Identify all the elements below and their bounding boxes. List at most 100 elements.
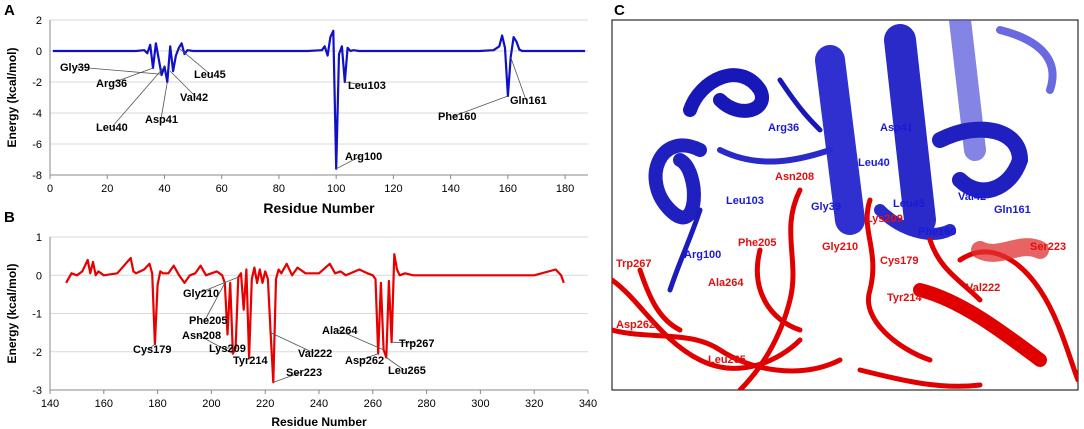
x-tick-label: 40 <box>158 183 170 195</box>
annotation-arrow <box>198 276 239 294</box>
annotation-arrow <box>160 81 168 120</box>
chart-a: 20-2-4-6-80 20 40 60 80 100 120 140 160 180Residu… <box>5 15 588 216</box>
annotation-arrow <box>204 282 226 321</box>
annotation-arrow <box>197 334 234 355</box>
x-tick-label: 140 <box>41 398 59 410</box>
x-tick-label: 0 <box>47 183 53 195</box>
x-tick-label: 120 <box>384 183 402 195</box>
x-tick-label: 100 <box>327 183 345 195</box>
residue-label: Arg100 <box>684 249 721 261</box>
annotation-label: Lys209 <box>209 343 246 355</box>
annotation-arrow <box>510 57 527 101</box>
y-tick-label: -6 <box>32 139 42 151</box>
annotation-label: Tyr214 <box>233 355 269 367</box>
annotation-label: Asp41 <box>145 114 178 126</box>
annotation-label: Gln161 <box>510 95 547 107</box>
annotation-label: Asp262 <box>345 355 384 367</box>
annotation-arrow <box>178 47 211 75</box>
energy-series-line <box>52 29 586 170</box>
annotation-label: Arg100 <box>345 151 382 163</box>
residue-label: Val42 <box>958 191 986 203</box>
annotation-label: Val222 <box>298 348 332 360</box>
red-residue-labels: Lys209 Gly210 Phe205 Ser223 Cys179 Trp267 Ala2… <box>616 213 1066 366</box>
x-tick-label: 320 <box>525 398 543 410</box>
annotation-label: Arg36 <box>96 78 127 90</box>
residue-label: Leu265 <box>708 354 746 366</box>
annotation-label: Ser223 <box>286 367 322 379</box>
x-tick-label: 280 <box>417 398 435 410</box>
residue-label: Arg36 <box>768 122 799 134</box>
x-tick-label: 180 <box>556 183 574 195</box>
x-tick-label: 200 <box>202 398 220 410</box>
y-tick-label: -1 <box>32 309 42 321</box>
annotation-label: Leu265 <box>388 365 426 377</box>
annotation-arrow <box>75 66 162 75</box>
annotation-label: Phe160 <box>438 111 477 123</box>
annotation-arrow <box>386 357 405 371</box>
residue-label: Leu45 <box>893 198 925 210</box>
residue-label: Cys179 <box>880 255 919 267</box>
residue-label: Ala264 <box>708 277 744 289</box>
x-tick-label: 160 <box>499 183 517 195</box>
residue-label: Trp267 <box>616 258 651 270</box>
annotation-arrow <box>111 66 165 128</box>
residue-label: Gly210 <box>822 241 858 253</box>
residue-label: Val222 <box>966 282 1000 294</box>
blue-residue-labels: Arg36 Asp41 Leu40 Asn208 Gly39 Leu45 Val42 Gln1… <box>684 122 1031 261</box>
annotation-label: Gly39 <box>60 62 90 74</box>
annotation-arrow <box>335 155 362 170</box>
panel-letter-a: A <box>4 2 15 19</box>
annotation-arrow <box>337 329 384 351</box>
x-tick-label: 180 <box>148 398 166 410</box>
residue-label: Phe160 <box>918 226 957 238</box>
residue-label: Leu40 <box>858 157 890 169</box>
x-tick-label: 60 <box>216 183 228 195</box>
residue-label: Asp41 <box>880 122 913 134</box>
residue-label: Tyr214 <box>887 292 923 304</box>
x-tick-label: 160 <box>95 398 113 410</box>
y-tick-label: -8 <box>32 170 42 182</box>
y-tick-label: -2 <box>32 77 42 89</box>
y-axis-title: Energy (kcal/mol) <box>5 263 19 363</box>
residue-label: Leu103 <box>726 195 764 207</box>
x-tick-label: 260 <box>364 398 382 410</box>
y-tick-label: -4 <box>32 108 42 120</box>
annotation-label: Gly210 <box>183 288 219 300</box>
annotation-label: Cys179 <box>133 344 172 356</box>
annotation-label: Ala264 <box>322 325 358 337</box>
annotation-label: Leu45 <box>194 69 226 81</box>
annotation-arrow <box>360 353 379 361</box>
annotation-arrow <box>273 371 303 383</box>
annotation-label: Val42 <box>180 92 208 104</box>
residue-label: Asp262 <box>616 319 655 331</box>
x-axis-title: Residue Number <box>271 415 367 429</box>
panel-letter-c: C <box>614 2 625 19</box>
blue-protein-ribbon <box>648 20 1057 293</box>
residue-label: Asn208 <box>775 171 814 183</box>
red-protein-ribbon <box>612 187 1078 390</box>
x-tick-label: 220 <box>256 398 274 410</box>
protein-structure-panel: Arg36 Asp41 Leu40 Asn208 Gly39 Leu45 Val42 Gln1… <box>611 19 1079 391</box>
x-tick-label: 300 <box>471 398 489 410</box>
y-tick-label: 2 <box>36 15 42 27</box>
y-tick-label: 0 <box>36 46 42 58</box>
annotation-label: Phe205 <box>189 315 228 327</box>
y-tick-label: 1 <box>36 232 42 244</box>
annotation-arrow <box>453 95 509 117</box>
annotation-arrow <box>344 81 365 86</box>
x-axis-title: Residue Number <box>263 200 375 216</box>
annotation-label: Leu103 <box>348 80 386 92</box>
x-tick-label: 20 <box>101 183 113 195</box>
y-tick-label: 0 <box>36 270 42 282</box>
y-axis-title: Energy (kcal/mol) <box>5 47 19 147</box>
residue-label: Gln161 <box>994 204 1031 216</box>
annotation-label: Trp267 <box>399 338 434 350</box>
x-tick-label: 140 <box>441 183 459 195</box>
annotation-arrow <box>111 67 154 84</box>
annotation-arrow <box>391 341 416 344</box>
residue-label: Lys209 <box>866 213 903 225</box>
annotation-label: Leu40 <box>96 122 128 134</box>
residue-label: Gly39 <box>811 201 841 213</box>
